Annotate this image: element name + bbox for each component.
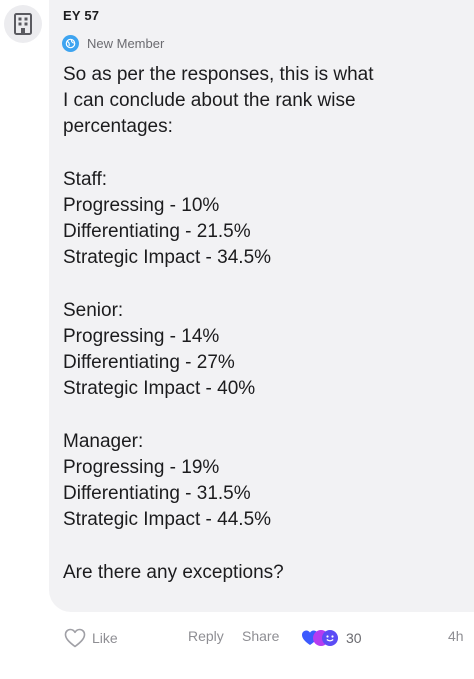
- post-body-line: Differentiating - 21.5%: [63, 221, 251, 243]
- heart-outline-icon: [64, 628, 86, 648]
- post-body-line: Staff:: [63, 168, 108, 190]
- post-body: So as per the responses, this is what I …: [63, 62, 463, 586]
- post-body-line: Progressing - 14%: [63, 326, 220, 347]
- post-body-line: [63, 403, 463, 429]
- post-bubble: [49, 0, 474, 612]
- post-body-line: percentages:: [63, 116, 173, 138]
- post-body-line: I can conclude about the rank wise: [63, 90, 356, 112]
- member-role: New Member: [62, 34, 164, 52]
- reply-button[interactable]: Reply: [188, 628, 224, 644]
- avatar[interactable]: [4, 5, 42, 43]
- post-body-line: Are there any exceptions?: [63, 561, 284, 583]
- post-body-line: So as per the responses, this is what: [63, 64, 374, 85]
- post-body-line: Strategic Impact - 44.5%: [63, 509, 272, 531]
- post-body-line: Differentiating - 31.5%: [63, 483, 251, 505]
- post-timestamp: 4h: [448, 628, 464, 644]
- reaction-count: 30: [346, 630, 362, 646]
- like-button[interactable]: Like: [64, 628, 118, 648]
- author-name[interactable]: EY 57: [63, 8, 100, 23]
- role-label: New Member: [87, 35, 165, 51]
- post-body-line: Manager:: [63, 430, 144, 452]
- like-label: Like: [92, 630, 118, 646]
- post-body-line: [63, 141, 463, 167]
- post-body-line: Senior:: [63, 299, 124, 321]
- reaction-emoji-icon: [300, 628, 340, 648]
- post-body-line: Progressing - 19%: [63, 457, 220, 478]
- post-body-line: Differentiating - 27%: [63, 352, 235, 374]
- post-body-line: [63, 272, 463, 298]
- post-body-line: Strategic Impact - 40%: [63, 378, 256, 400]
- globe-badge-icon: [62, 34, 79, 52]
- reactions-button[interactable]: 30: [300, 628, 362, 648]
- post-body-line: Progressing - 10%: [63, 195, 220, 216]
- post-body-line: Strategic Impact - 34.5%: [63, 247, 272, 269]
- share-button[interactable]: Share: [242, 628, 280, 644]
- building-icon: [13, 13, 33, 35]
- post-actions: Like Reply Share 30 4h: [0, 620, 474, 656]
- post-body-line: [63, 534, 463, 560]
